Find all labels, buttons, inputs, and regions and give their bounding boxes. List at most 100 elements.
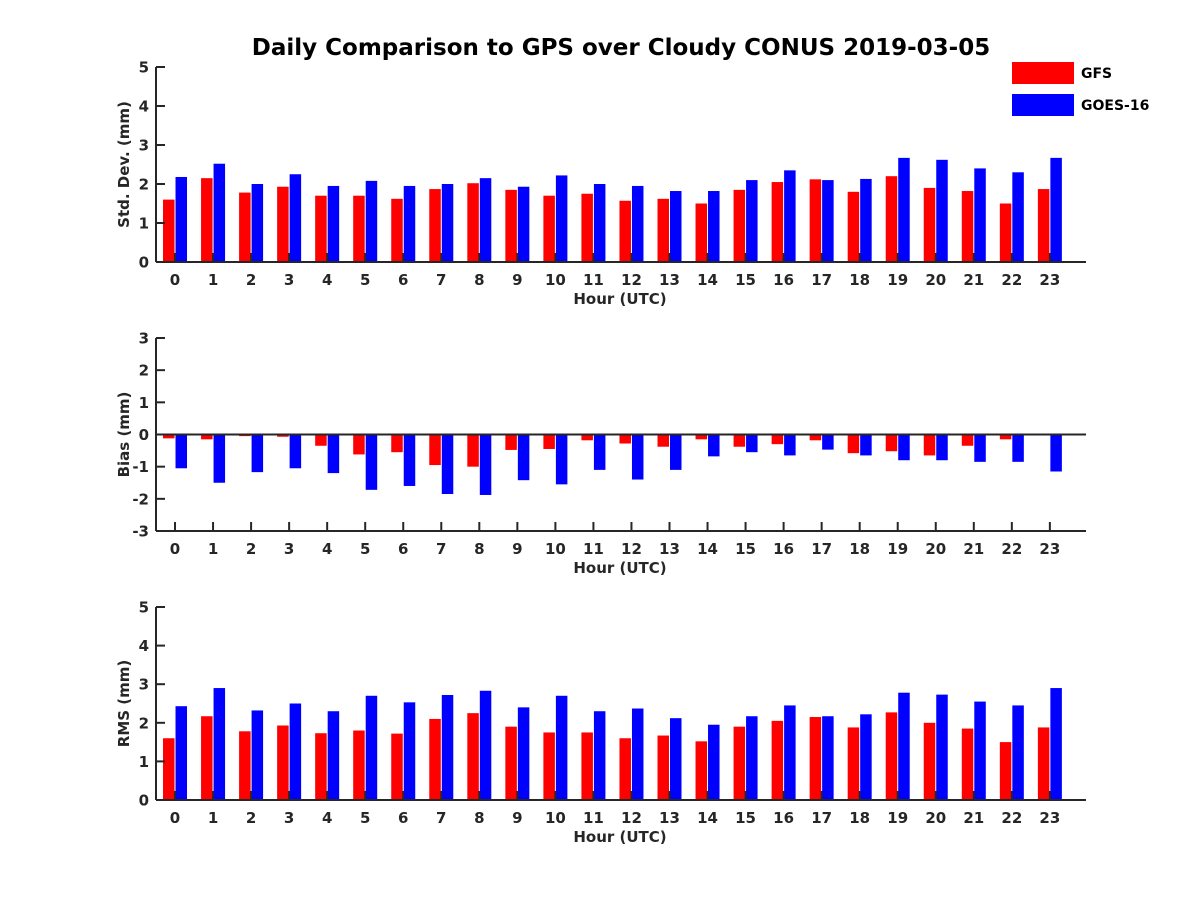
y-tick-label: -2 xyxy=(132,490,149,508)
y-tick-label: 0 xyxy=(139,254,149,272)
bar xyxy=(961,728,974,800)
bar xyxy=(619,738,631,800)
x-tick-label: 6 xyxy=(398,271,408,289)
bar xyxy=(898,434,910,461)
bar xyxy=(479,690,492,800)
x-tick-label: 19 xyxy=(887,540,908,558)
bar xyxy=(708,724,720,800)
bar xyxy=(885,712,898,800)
x-tick-label: 8 xyxy=(474,271,484,289)
y-tick-label: 4 xyxy=(139,637,149,655)
x-tick-label: 23 xyxy=(1039,540,1060,558)
bar xyxy=(974,168,986,262)
bar xyxy=(708,191,720,262)
x-tick-label: 9 xyxy=(512,809,522,827)
bar xyxy=(885,434,898,452)
bar xyxy=(315,733,327,800)
bar xyxy=(1050,688,1062,800)
x-tick-label: 8 xyxy=(474,540,484,558)
bar xyxy=(277,186,289,262)
x-tick-label: 21 xyxy=(963,809,984,827)
x-tick-label: 10 xyxy=(545,809,566,827)
bar xyxy=(365,434,378,490)
bar xyxy=(441,434,454,495)
x-tick-label: 9 xyxy=(512,271,522,289)
x-tick-label: 10 xyxy=(545,271,566,289)
bar xyxy=(695,203,708,262)
x-tick-label: 4 xyxy=(322,271,332,289)
bar xyxy=(885,176,898,262)
chart-legend: GFS GOES-16 xyxy=(1012,62,1149,116)
y-axis-label: RMS (mm) xyxy=(115,660,133,747)
bar xyxy=(289,703,302,800)
bar xyxy=(657,434,669,447)
bar xyxy=(619,434,631,444)
bar xyxy=(251,434,264,473)
bar xyxy=(505,434,517,450)
x-tick-label: 21 xyxy=(963,271,984,289)
x-tick-label: 21 xyxy=(963,540,984,558)
bar xyxy=(543,732,555,800)
x-tick-label: 23 xyxy=(1039,809,1060,827)
bar xyxy=(251,710,264,800)
x-tick-label: 15 xyxy=(735,540,756,558)
series-gfs-bars xyxy=(163,433,1050,467)
x-tick-label: 4 xyxy=(322,809,332,827)
bar xyxy=(403,702,416,800)
series-goes16-bars xyxy=(175,434,1062,495)
bar xyxy=(543,195,555,262)
bar xyxy=(555,695,568,800)
bar xyxy=(163,738,175,800)
y-tick-label: 3 xyxy=(139,137,149,155)
x-tick-label: 1 xyxy=(208,540,218,558)
bar xyxy=(289,434,302,469)
bar xyxy=(201,178,213,262)
bar xyxy=(315,195,327,262)
bar xyxy=(1012,705,1024,800)
x-tick-label: 5 xyxy=(360,809,370,827)
y-tick-label: 5 xyxy=(139,599,149,617)
bar xyxy=(974,434,986,462)
bar xyxy=(936,694,948,800)
bar xyxy=(467,713,479,800)
bar xyxy=(505,726,517,800)
x-tick-label: 3 xyxy=(284,271,294,289)
bar xyxy=(961,191,974,262)
bar xyxy=(289,174,302,262)
x-tick-label: 15 xyxy=(735,271,756,289)
bar xyxy=(201,434,213,440)
bar xyxy=(695,741,708,800)
bar xyxy=(213,434,226,483)
bar xyxy=(479,434,492,495)
x-tick-label: 16 xyxy=(773,809,794,827)
bar xyxy=(163,434,175,439)
bar xyxy=(163,199,175,262)
x-tick-label: 23 xyxy=(1039,271,1060,289)
bar xyxy=(391,198,403,262)
x-tick-label: 17 xyxy=(811,809,832,827)
x-tick-label: 14 xyxy=(697,540,718,558)
x-axis-label: Hour (UTC) xyxy=(573,290,666,308)
bar xyxy=(847,727,860,800)
bar xyxy=(327,434,340,474)
bar xyxy=(784,170,796,262)
x-tick-label: 15 xyxy=(735,809,756,827)
bar xyxy=(923,722,936,800)
bar xyxy=(999,203,1012,262)
x-tick-label: 22 xyxy=(1001,271,1022,289)
y-tick-label: 3 xyxy=(139,330,149,348)
x-tick-label: 6 xyxy=(398,809,408,827)
bar xyxy=(327,711,340,800)
bar xyxy=(974,701,986,800)
bar xyxy=(746,434,758,453)
x-tick-label: 17 xyxy=(811,540,832,558)
bar xyxy=(860,714,872,800)
bar xyxy=(517,434,530,481)
bar xyxy=(555,175,568,262)
bar xyxy=(403,434,416,486)
bar xyxy=(771,434,784,445)
bar xyxy=(847,434,860,454)
